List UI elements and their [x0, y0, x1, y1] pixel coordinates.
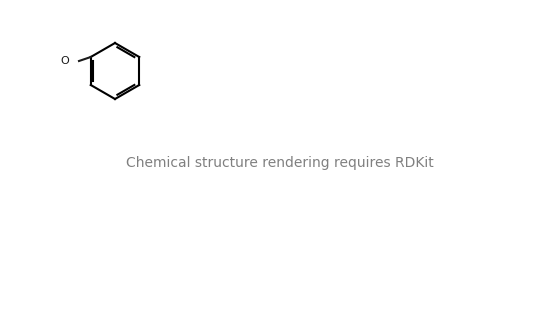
Text: O: O	[60, 56, 69, 66]
Text: Chemical structure rendering requires RDKit: Chemical structure rendering requires RD…	[126, 156, 434, 170]
